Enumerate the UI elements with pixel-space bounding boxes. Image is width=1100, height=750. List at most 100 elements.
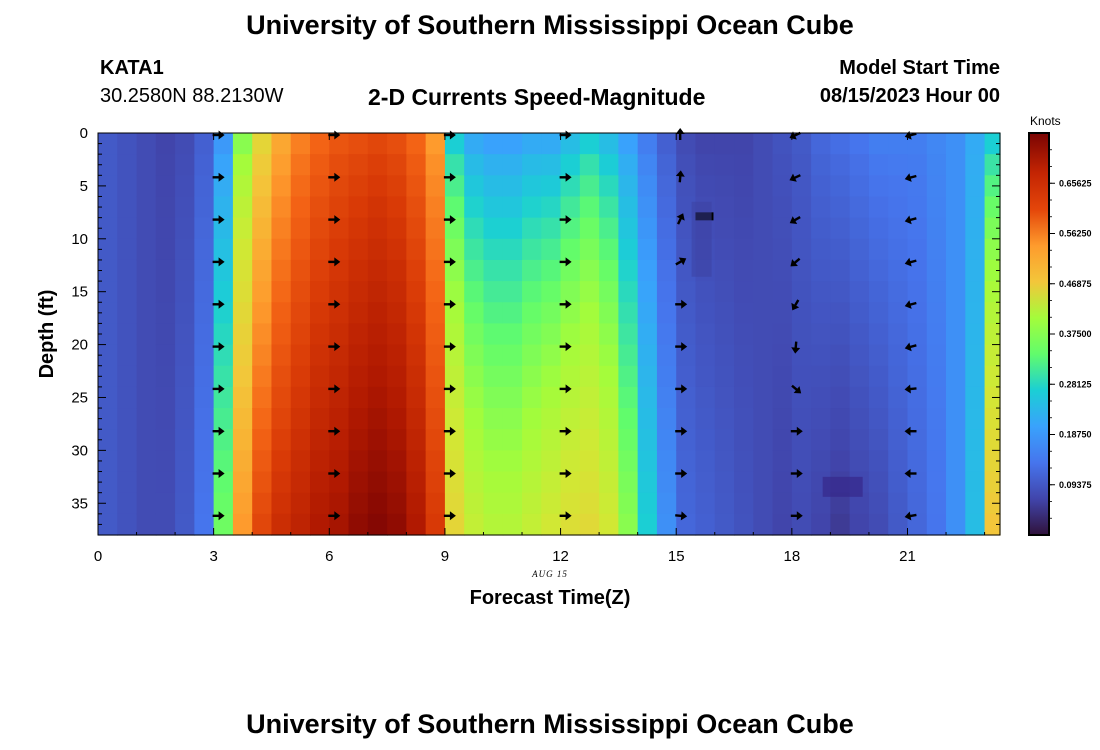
heat-cell (444, 323, 465, 346)
heat-cell (734, 196, 754, 219)
heat-cell (98, 302, 118, 325)
heat-cell (194, 196, 215, 219)
heat-cell (232, 323, 253, 346)
heat-cell (734, 133, 754, 155)
heat-cell (984, 344, 1001, 367)
heat-cell (637, 408, 658, 430)
heat-cell (98, 323, 118, 346)
current-vector-arrow (559, 342, 572, 352)
heat-cell (868, 154, 889, 176)
heat-cell (290, 133, 311, 155)
heat-cell (734, 217, 754, 240)
heat-cell (656, 259, 677, 282)
heat-cell (695, 365, 716, 388)
heat-cell (136, 281, 157, 303)
heat-cell (830, 386, 851, 409)
current-vector-arrow (212, 299, 225, 309)
heat-cell (926, 429, 947, 451)
heat-cell (406, 175, 427, 198)
heat-cell (560, 323, 581, 346)
heat-cell (502, 196, 523, 219)
heat-cell (926, 259, 947, 282)
heat-cell (714, 238, 735, 261)
heat-cell (714, 259, 735, 282)
heat-cell (117, 386, 138, 409)
x-tick-label: 3 (209, 548, 217, 565)
heat-cell (155, 196, 176, 219)
heat-cell (946, 217, 966, 240)
heat-cell (522, 133, 542, 155)
heat-cell (791, 281, 812, 303)
model-start-value: 08/15/2023 Hour 00 (819, 85, 1000, 107)
heat-cell (522, 386, 542, 409)
heat-cell (213, 344, 234, 367)
heat-cell (637, 154, 658, 176)
heat-cell (502, 429, 523, 451)
heat-cell (849, 175, 870, 198)
heat-cell (984, 238, 1001, 261)
heat-cell (714, 471, 735, 494)
current-vector-arrow (443, 299, 456, 309)
heat-cell (541, 471, 562, 494)
heat-cell (310, 492, 330, 515)
heat-cell (811, 175, 831, 198)
heat-cell (830, 365, 851, 388)
heat-cell (194, 323, 215, 346)
heat-cell (541, 513, 562, 536)
heat-cell (907, 450, 928, 473)
heat-cell (791, 492, 812, 515)
heat-cell (252, 408, 273, 430)
heat-cell (464, 154, 485, 176)
heat-cell (425, 386, 446, 409)
heat-cell (965, 513, 986, 536)
heat-cell (849, 492, 870, 515)
heat-cell (502, 450, 523, 473)
heat-cell (656, 429, 677, 451)
heat-cell (483, 471, 504, 494)
heat-cell (849, 344, 870, 367)
heat-cell (194, 429, 215, 451)
current-vector-arrow (904, 215, 917, 225)
heat-cell (946, 365, 966, 388)
heat-cell (907, 344, 928, 367)
heat-cell (175, 429, 195, 451)
heat-cell (772, 471, 793, 494)
heat-cell (541, 154, 562, 176)
heat-cell (791, 238, 812, 261)
heat-cell (714, 513, 735, 536)
heat-cell (444, 408, 465, 430)
heat-cell (541, 175, 562, 198)
page-title: University of Southern Mississippi Ocean… (246, 10, 854, 40)
heat-cell (734, 513, 754, 536)
heat-cell (175, 492, 195, 515)
heat-cell (483, 259, 504, 282)
heat-cell (213, 450, 234, 473)
heat-cell (772, 133, 793, 155)
current-vector-arrow (904, 342, 917, 352)
current-vector-arrow (789, 216, 801, 224)
heat-cell (637, 450, 658, 473)
heat-cell (483, 323, 504, 346)
heat-cell (753, 492, 774, 515)
heat-cell (753, 133, 774, 155)
x-tick-label: 12 (552, 548, 569, 565)
heat-cell (387, 513, 407, 536)
heat-cell (656, 344, 677, 367)
heat-cell (213, 281, 234, 303)
heat-cell (117, 450, 138, 473)
heat-cell (579, 323, 600, 346)
heat-cell (676, 217, 697, 240)
heat-cell (599, 302, 619, 325)
heat-cell (926, 175, 947, 198)
heat-cell (213, 323, 234, 346)
heat-cell (868, 217, 889, 240)
heat-cell (541, 238, 562, 261)
heat-cell (213, 217, 234, 240)
heat-cell (252, 429, 273, 451)
heat-cell (676, 259, 697, 282)
heat-cell (965, 133, 986, 155)
heat-cell (926, 238, 947, 261)
heat-cell (271, 281, 292, 303)
heat-cell (155, 492, 176, 515)
heat-cell (656, 302, 677, 325)
